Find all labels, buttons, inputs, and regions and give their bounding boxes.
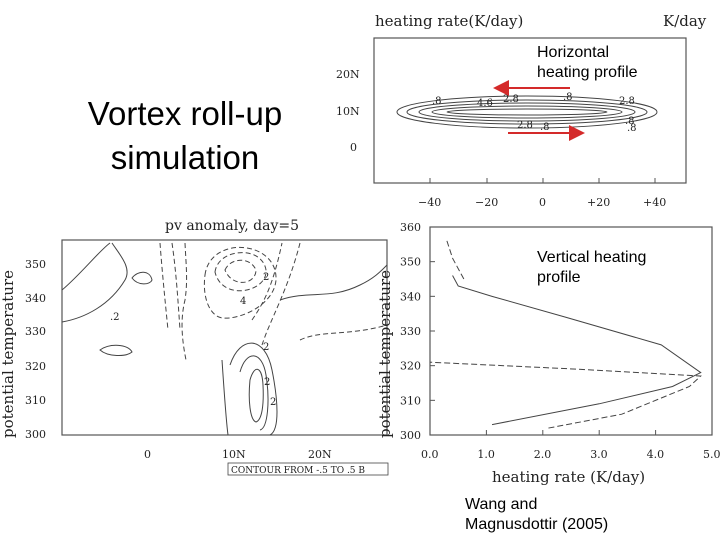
heating-ytick-0: 0: [350, 141, 357, 154]
heating-rate-panel: heating rate(K/day) K/day 20N 10N 0 −40 …: [336, 12, 707, 209]
pv-footer-box: [227, 462, 389, 476]
vertical-series-line-1: [429, 361, 702, 429]
pv-ytick: 330: [25, 325, 46, 338]
heating-panel-title: heating rate(K/day): [375, 12, 523, 30]
citation: Wang and Magnusdottir (2005): [465, 495, 608, 535]
pv-contour-label: 2: [263, 272, 269, 283]
vertical-ytick: 350: [400, 256, 421, 269]
vertical-ytick: 330: [400, 325, 421, 338]
pv-xtick: 0: [144, 448, 151, 461]
heating-xtick-p20: +20: [587, 196, 610, 209]
vertical-series-line-0: [452, 275, 702, 426]
pv-ytick: 320: [25, 360, 46, 373]
vertical-ytick: 320: [400, 360, 421, 373]
heating-xtick-0: 0: [539, 196, 546, 209]
vertical-ytick: 360: [400, 221, 421, 234]
heating-xtick-m40: −40: [418, 196, 441, 209]
heating-panel-frame: [373, 37, 687, 184]
heating-contours: [396, 95, 658, 129]
vertical-ytick: 310: [400, 394, 421, 407]
heating-contour-label: .8: [432, 96, 442, 107]
vertical-ylabel: potential temperature: [378, 270, 394, 438]
pv-contour-label: 2: [270, 397, 276, 408]
pv-ytick: 300: [25, 428, 46, 441]
heating-contour-label: .8: [540, 122, 550, 133]
vertical-profile-label: Vertical heating profile: [537, 248, 646, 288]
vertical-xtick: 0.0: [421, 448, 439, 461]
vertical-xlabel: heating rate (K/day): [492, 468, 645, 486]
pv-xticks: 0 10N 20N: [144, 448, 332, 461]
vertical-xtick: 2.0: [534, 448, 552, 461]
heating-contour-labels: .8 4.6 2.8 .8 2.8 .8 2.8 .8 .8: [432, 92, 637, 134]
pv-yticks: 350 340 330 320 310 300: [25, 258, 46, 441]
pv-xtick: 10N: [222, 448, 246, 461]
heating-ytick-10n: 10N: [336, 105, 360, 118]
heating-contour-label: 2.8: [503, 94, 519, 105]
pv-contour-labels: 2 4 2 .2 2 2: [110, 272, 276, 408]
citation-line1: Wang and: [465, 496, 538, 513]
heating-xtick-p40: +40: [643, 196, 666, 209]
slide-title: Vortex roll-up simulation: [60, 92, 310, 180]
citation-line2: Magnusdottir (2005): [465, 516, 609, 533]
pv-ytick: 310: [25, 394, 46, 407]
pv-contours: [61, 242, 388, 436]
pv-xtick: 20N: [308, 448, 332, 461]
pv-contour-label: 2: [263, 342, 269, 353]
heating-contour-label: 2.8: [517, 120, 533, 131]
pv-ytick: 350: [25, 258, 46, 271]
pv-ylabel: potential temperature: [0, 270, 17, 438]
pv-panel-title: pv anomaly, day=5: [165, 218, 299, 234]
heating-contour-label: .8: [563, 92, 573, 103]
heating-panel-unit: K/day: [663, 12, 707, 30]
vertical-xtick: 3.0: [590, 448, 608, 461]
horizontal-profile-label: Horizontal heating profile: [537, 43, 638, 83]
heating-contour-label: .8: [627, 123, 637, 134]
pv-anomaly-panel: pv anomaly, day=5 potential temperature …: [0, 218, 389, 476]
slide-title-line1: Vortex roll-up: [87, 95, 283, 132]
vertical-xtick: 1.0: [477, 448, 495, 461]
horizontal-profile-line2: heating profile: [537, 64, 638, 81]
pv-footer: CONTOUR FROM -.5 TO .5 B: [231, 466, 365, 476]
vertical-profile-line1: Vertical heating: [537, 249, 647, 266]
heating-contour-label: 2.8: [619, 96, 635, 107]
pv-ytick: 340: [25, 292, 46, 305]
vertical-ytick: 340: [400, 290, 421, 303]
pv-contour-label: 2: [264, 377, 270, 388]
heating-contour-label: 4.6: [477, 98, 493, 109]
vertical-series-line-2: [446, 240, 465, 280]
heating-xtick-m20: −20: [475, 196, 498, 209]
pv-contour-label: .2: [110, 312, 120, 323]
vertical-profile-line2: profile: [537, 269, 581, 286]
vertical-ytick: 300: [400, 429, 421, 442]
vertical-xtick: 5.0: [703, 448, 720, 461]
horizontal-profile-line1: Horizontal: [537, 44, 610, 61]
pv-panel-frame: [61, 239, 388, 436]
heating-ytick-20n: 20N: [336, 68, 360, 81]
slide-title-line2: simulation: [110, 139, 260, 176]
heating-xtick-marks: [429, 178, 656, 183]
vertical-xtick: 4.0: [647, 448, 665, 461]
pv-contour-label: 4: [240, 296, 246, 307]
heating-contour-label: .8: [625, 116, 635, 127]
vertical-heating-chart: potential temperature 360 350 340 330 320 310…: [378, 221, 720, 486]
